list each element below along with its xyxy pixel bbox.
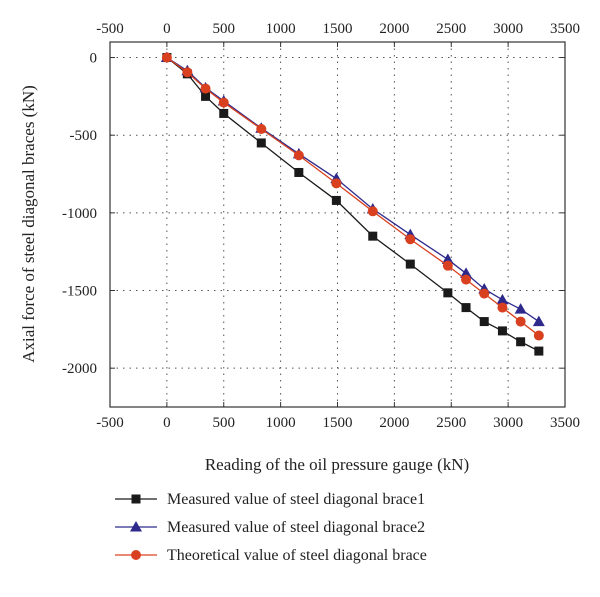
x-tick-label: 500	[213, 415, 236, 431]
x-tick-label-top: 3500	[550, 21, 580, 37]
x-tick-label-top: 2500	[436, 21, 466, 37]
data-point-series-1	[294, 167, 304, 177]
x-tick-label: -500	[96, 415, 124, 431]
series-layer	[160, 51, 545, 356]
data-point-series-1	[479, 317, 489, 327]
x-tick-label: 0	[163, 415, 171, 431]
data-point-series-3	[405, 234, 416, 245]
data-point-series-3	[218, 97, 229, 108]
data-point-series-2	[441, 253, 454, 264]
legend-label-1: Measured value of steel diagonal brace1	[167, 491, 425, 508]
data-point-series-3	[497, 302, 508, 313]
y-axis-label: Axial force of steel diagonal braces (kN…	[19, 85, 38, 363]
x-tick-label-top: 0	[163, 21, 171, 37]
data-point-series-1	[443, 288, 453, 298]
legend-marker-1	[131, 494, 141, 504]
legend-label-2: Measured value of steel diagonal brace2	[167, 519, 425, 536]
y-tick-label: -1500	[62, 284, 97, 300]
grid-layer	[110, 42, 565, 407]
y-tick-label: -1000	[62, 206, 97, 222]
data-point-series-3	[200, 83, 211, 94]
data-point-series-3	[367, 206, 378, 217]
y-tick-label: 0	[90, 51, 98, 67]
x-axis-label: Reading of the oil pressure gauge (kN)	[205, 455, 469, 474]
data-point-series-1	[331, 195, 341, 205]
ticks-layer: -500 -500 0 0 500 500 1000 1000 1500 1500 2000 2000…	[62, 21, 580, 431]
data-point-series-1	[516, 337, 526, 347]
legend: Measured value of steel diagonal brace1 M…	[115, 491, 427, 564]
y-tick-label: -2000	[62, 361, 97, 377]
x-tick-label: 1500	[323, 415, 353, 431]
legend-marker-3	[131, 550, 141, 560]
data-point-series-1	[368, 231, 378, 241]
x-tick-label-top: 3000	[493, 21, 523, 37]
data-point-series-3	[161, 52, 172, 63]
data-point-series-3	[256, 123, 267, 134]
x-tick-label-top: 1500	[323, 21, 353, 37]
legend-marker-2	[130, 521, 142, 532]
data-point-series-1	[219, 108, 229, 118]
data-point-series-1	[405, 259, 415, 269]
data-point-series-2	[514, 303, 527, 314]
data-point-series-2	[460, 267, 473, 278]
data-point-series-3	[331, 178, 342, 189]
data-point-series-1	[497, 326, 507, 336]
legend-label-3: Theoretical value of steel diagonal brac…	[167, 547, 427, 564]
data-point-series-1	[461, 303, 471, 313]
x-tick-label: 2500	[436, 415, 466, 431]
x-tick-label: 2000	[379, 415, 409, 431]
x-tick-label-top: 1000	[266, 21, 296, 37]
data-point-series-3	[442, 260, 453, 271]
data-point-series-1	[256, 138, 266, 148]
x-tick-label-top: 2000	[379, 21, 409, 37]
x-tick-label: 3500	[550, 415, 580, 431]
data-point-series-3	[293, 150, 304, 161]
data-point-series-2	[532, 315, 545, 327]
data-point-series-1	[534, 346, 544, 356]
data-point-series-2	[496, 293, 509, 305]
data-point-series-3	[461, 274, 472, 285]
x-tick-label-top: -500	[96, 21, 124, 37]
x-tick-label: 3000	[493, 415, 523, 431]
y-tick-label: -500	[70, 128, 98, 144]
data-point-series-3	[182, 67, 193, 78]
x-tick-label-top: 500	[213, 21, 236, 37]
data-point-series-3	[515, 316, 526, 327]
data-point-series-1	[201, 91, 211, 101]
x-tick-label: 1000	[266, 415, 296, 431]
data-point-series-3	[479, 288, 490, 299]
data-point-series-3	[533, 330, 544, 341]
